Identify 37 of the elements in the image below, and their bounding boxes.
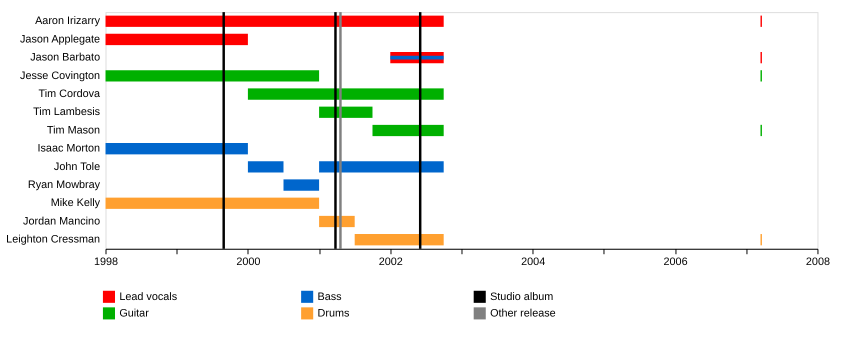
bar (319, 106, 372, 118)
bar (248, 88, 444, 100)
bar (372, 124, 444, 136)
bar (106, 198, 320, 209)
y-tick-label: John Tole (54, 160, 100, 173)
y-tick-label: Jesse Covington (20, 70, 100, 82)
y-tick-label: Tim Lambesis (33, 106, 101, 118)
legend-label: Drums (318, 307, 350, 320)
legend-label: Other release (490, 307, 556, 320)
x-tick-label: 2006 (664, 256, 688, 268)
y-tick-label: Leighton Cressman (6, 234, 100, 246)
legend-label: Bass (318, 290, 342, 303)
legend-label: Guitar (119, 307, 150, 320)
x-tick-label: 2004 (521, 256, 546, 268)
y-tick-label: Isaac Morton (37, 142, 100, 155)
bar (106, 70, 320, 82)
y-tick-label: Tim Cordova (38, 88, 102, 100)
bar (284, 179, 320, 191)
bar (106, 34, 248, 46)
y-tick-label: Jordan Mancino (23, 215, 100, 228)
bar (319, 161, 444, 173)
x-tick-label: 1998 (94, 256, 118, 268)
y-tick-label: Mike Kelly (50, 197, 101, 210)
y-tick-label: Jason Applegate (20, 33, 100, 46)
bar (354, 234, 444, 246)
x-tick-label: 2002 (378, 256, 403, 268)
bar (248, 161, 284, 173)
x-tick-label: 2008 (806, 256, 830, 268)
y-tick-label: Jason Barbato (30, 52, 100, 64)
bar (106, 143, 248, 154)
y-tick-label: Aaron Irizarry (35, 15, 101, 28)
y-tick-label: Ryan Mowbray (28, 179, 101, 192)
y-tick-label: Tim Mason (46, 124, 100, 136)
x-tick-label: 2000 (236, 256, 260, 268)
bar (106, 16, 444, 27)
legend-label: Lead vocals (119, 290, 178, 303)
legend-label: Studio album (490, 290, 554, 303)
